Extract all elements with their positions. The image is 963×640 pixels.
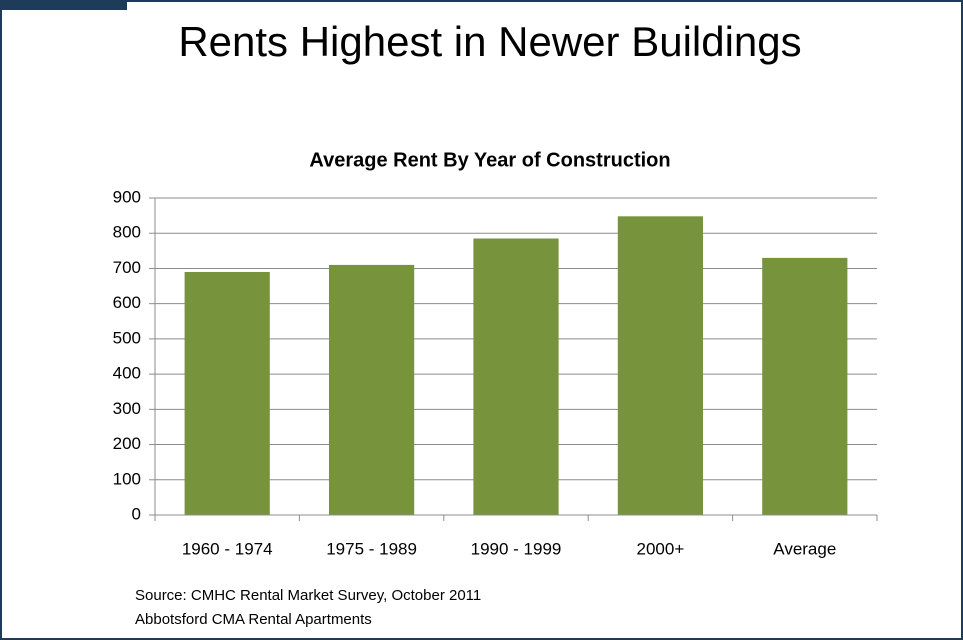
chart-title: Average Rent By Year of Construction [309, 149, 670, 171]
bar [329, 264, 415, 515]
y-tick-label: 900 [113, 187, 141, 206]
bar [473, 238, 559, 515]
y-tick-label: 100 [113, 469, 141, 488]
y-tick-label: 400 [113, 364, 141, 383]
source-line: Source: CMHC Rental Market Survey, Octob… [135, 587, 481, 604]
y-tick-label: 0 [132, 504, 141, 523]
x-tick-label: 1960 - 1974 [182, 539, 273, 558]
y-tick-label: 500 [113, 328, 141, 347]
y-tick-label: 600 [113, 293, 141, 312]
x-tick-label: 1990 - 1999 [471, 539, 562, 558]
x-tick-label: 1975 - 1989 [326, 539, 417, 558]
corner-tab [0, 0, 127, 10]
y-tick-label: 300 [113, 399, 141, 418]
y-tick-label: 200 [113, 434, 141, 453]
y-tick-label: 800 [113, 223, 141, 242]
bar [762, 257, 848, 515]
y-tick-label: 700 [113, 258, 141, 277]
slide-title: Rents Highest in Newer Buildings [178, 18, 801, 65]
bar [184, 271, 270, 515]
source-line: Abbotsford CMA Rental Apartments [135, 611, 372, 628]
x-tick-label: 2000+ [637, 539, 685, 558]
bar [617, 216, 703, 515]
x-tick-label: Average [773, 539, 836, 558]
